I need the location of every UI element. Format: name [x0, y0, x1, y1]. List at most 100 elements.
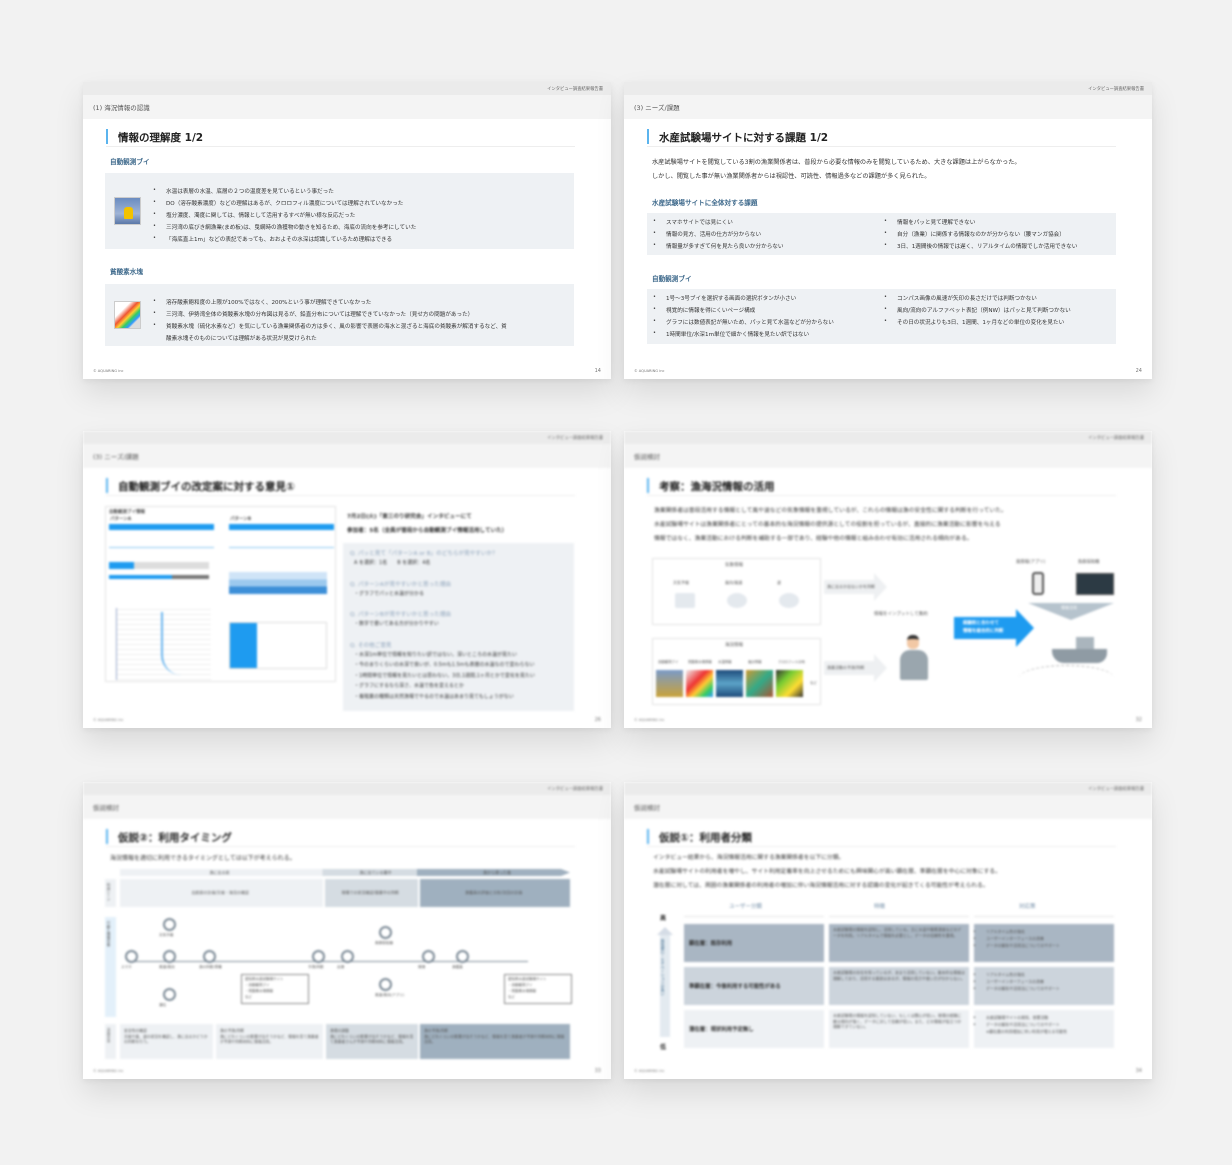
- feature-text: 水産試験場の存在を知っているが、あまり活用していない。基本的な情報は理解しており…: [833, 970, 965, 981]
- grey-arrow-body: [824, 580, 874, 594]
- slide-content: インタビュー調査結果報告書 仮説検討 考察：漁海況情報の活用 © AQUARING i…: [624, 431, 1152, 728]
- title-accent-bar: [647, 829, 649, 844]
- row-label-text: 行動と情報収集: [107, 921, 111, 947]
- mockup-tabs: [109, 562, 209, 569]
- row-label-text: 利用シーン: [107, 883, 111, 901]
- section-label: 仮説検討: [624, 795, 1152, 819]
- slide-thumbnail[interactable]: インタビュー調査結果報告書 (3) ニーズ/課題 自動観測ブイの改定案に対する意見①…: [83, 431, 611, 728]
- slide-content: インタビュー調査結果報告書 (3) ニーズ/課題 自動観測ブイの改定案に対する意見①…: [83, 431, 611, 728]
- slide-top-strip: [83, 82, 611, 95]
- document-header: インタビュー調査結果報告書: [547, 87, 603, 92]
- feature-text: 水産試験場の情報を認知していない、もしくは関心が低い。現場の経験に頼る傾向が強く…: [833, 1013, 962, 1029]
- measure-item: データの解析や活用法についてのサポート: [973, 986, 1060, 992]
- slide-title: 考察：漁海況情報の活用: [659, 481, 775, 493]
- flow-node-icon: [422, 950, 435, 963]
- flow-node-icon: [379, 926, 392, 939]
- copyright: © AQUARING inc: [634, 369, 665, 373]
- phone-icon: [1032, 572, 1044, 595]
- site-info-line: ・自動観測ブイ: [508, 983, 533, 987]
- blue-arrow-text: 情報を総合的に判断: [963, 629, 1004, 634]
- slide-thumbnail[interactable]: インタビュー調査結果報告書 (3) ニーズ/課題 水産試験場サイトに対する課題 1/…: [624, 82, 1152, 379]
- usage-box: 漁場の調整 漁にどれくらいの影響が出そうかなど、情報を見て漁業者さんが予測や判断材…: [326, 1024, 418, 1059]
- site-info-box: 愛知県水産試験場サイト ・自動観測ブイ ・貧酸素水塊情報 など: [241, 974, 309, 1004]
- title-divider: [106, 146, 575, 147]
- flow-label: 天気予報: [159, 933, 174, 937]
- mockup-header-bar: [109, 524, 214, 530]
- flow-node-icon: [163, 918, 176, 931]
- flow-label: 帰港: [418, 965, 426, 969]
- issue-item: 3日、1週間後の情報では遅く、リアルタイムの情報でしか活用できない: [884, 242, 1077, 250]
- document-header: インタビュー調査結果報告書: [1088, 787, 1144, 792]
- issue-item: コンパス画像の風速が矢印の長さだけでは判断つかない: [884, 294, 1037, 302]
- group-heading: 自動観測ブイ: [652, 275, 692, 283]
- group-heading: 自動観測ブイ: [110, 158, 150, 166]
- bullet-item: 三河湾の底びき網漁業(まめ板)は、曳網時の漁獲物の動きを知るため、海底の流向を参…: [153, 223, 416, 231]
- person-head: [907, 635, 919, 649]
- slide-thumbnail[interactable]: インタビュー調査結果報告書 仮説検討 考察：漁海況情報の活用 © AQUARING i…: [624, 431, 1152, 728]
- qa-box: [343, 543, 574, 711]
- issue-item: スマホサイトでは見にくい: [653, 218, 733, 226]
- interview-meta: 7月2日(火)「東三のり研究会」インタビューにて: [347, 514, 472, 520]
- blue-arrow-body: [954, 617, 1016, 639]
- slide-thumbnail[interactable]: インタビュー調査結果報告書 仮説検討 仮説①：利用者分類 © AQUARING inc…: [624, 782, 1152, 1079]
- pattern-b-grid: [229, 622, 327, 669]
- buoy-shape: [124, 207, 133, 219]
- usage-title: 漁場の調整: [330, 1028, 349, 1033]
- bullet-item: 酸素水塊そのものについては理解がある状況が見受けられた: [166, 336, 317, 342]
- question: Q. その他ご意見: [350, 642, 392, 649]
- slide-thumbnail[interactable]: インタビュー調査結果報告書 (1) 海況情報の認識 情報の理解度 1/2 © AQUA…: [83, 82, 611, 379]
- weather-item: 風向/風速: [725, 580, 743, 585]
- copyright: © AQUARING inc: [93, 369, 124, 373]
- flow-node-icon: [456, 950, 469, 963]
- phase-bar: [120, 869, 570, 876]
- ocean-thumbnail: [776, 670, 803, 697]
- slide-top-strip: [83, 782, 611, 795]
- intro-text: 水産試験場サイトを閲覧している3割の漁業関係者は、普段から必要な情報のみを閲覧し…: [652, 159, 1021, 166]
- answer: ・水深1m単位で情報を知りたい訳ではない。深いところの水温が見たい: [354, 651, 518, 658]
- phase-label: 漁から帰った後: [483, 870, 511, 875]
- answer: ・養殖業の種類は天然漁場でやるので水温はあまり見てもしょうがない: [354, 693, 514, 700]
- slide-top-strip: [624, 431, 1152, 444]
- feature-cell: 水産試験場の情報を認知していない、もしくは関心が低い。現場の経験に頼る傾向が強く…: [829, 1010, 969, 1048]
- row-label: 活用方法: [105, 1024, 116, 1059]
- answer: ・グラフにするなら深さ、水温で色を変えるとか: [354, 683, 464, 689]
- slide-content: インタビュー調査結果報告書 仮説検討 仮説①：利用者分類 © AQUARING inc…: [624, 782, 1152, 1079]
- slide-title: 情報の理解度 1/2: [118, 132, 204, 144]
- pattern-a-label: パターンA: [110, 517, 132, 522]
- device-label: 魚群探知機: [1078, 560, 1100, 565]
- axis-arrow-shaft: [660, 935, 670, 1037]
- slide-thumbnail[interactable]: インタビュー調査結果報告書 仮説検討 仮説②：利用タイミング © AQUARING i…: [83, 782, 611, 1079]
- flow-label: スマホ: [121, 965, 132, 969]
- flow-label: 漁獲高: [452, 965, 463, 969]
- answer: ・今のまりくらいの水深で良いが、0.5mも1.5mも表層の水温なので変わらない: [354, 662, 535, 668]
- boat-cabin: [1076, 637, 1094, 649]
- mockup-table-bar: [109, 575, 209, 579]
- usage-title: 漁の予測/判断: [424, 1028, 449, 1033]
- title-accent-bar: [647, 129, 649, 144]
- copyright: © AQUARING inc: [634, 1069, 665, 1073]
- ocean-item: クロロフィル分布: [778, 660, 806, 664]
- weather-icon: [727, 593, 747, 608]
- question: Q. パターンAが見やすいかと思った理由: [350, 581, 452, 588]
- copyright: © AQUARING inc: [93, 1069, 124, 1073]
- mockup-panel: 自動観測ブイ情報 パターンA パターンB: [105, 506, 336, 682]
- slide-content: インタビュー調査結果報告書 (1) 海況情報の認識 情報の理解度 1/2 © AQUA…: [83, 82, 611, 379]
- feature-cell: 水産試験場の存在を知っているが、あまり活用していない。基本的な情報は理解しており…: [829, 967, 969, 1005]
- answer: A を選択：1名 B を選択：4名: [354, 560, 431, 566]
- grey-arrow-head: [874, 654, 887, 682]
- ocean-item: 自動観測ブイ: [658, 660, 679, 664]
- page-number: 24: [1135, 368, 1142, 374]
- scene-box: [120, 879, 323, 907]
- intro-text: 海況情報を適切に利用できるタイミングとしては以下が考えられる。: [110, 855, 296, 862]
- segment-cell: 潜在層：現状利用予定無し: [684, 1010, 824, 1048]
- weather-item: 天気予報: [673, 580, 689, 585]
- section-label: 仮説検討: [624, 444, 1152, 468]
- bullet-item: 溶存酸素飽和度の上限が100%ではなく、200%という事が理解できていなかった: [153, 298, 371, 306]
- flow-node-icon: [341, 950, 354, 963]
- segment-label: 潜在層：現状利用予定無し: [689, 1027, 754, 1033]
- flow-label: 風速/風向: [159, 965, 175, 969]
- feature-text: 水産試験場の情報を認知し、活用している。主に水温や酸素濃度などのデータを利用。リ…: [833, 927, 962, 938]
- title-divider: [106, 846, 575, 847]
- slide-title: 自動観測ブイの改定案に対する意見①: [118, 481, 295, 493]
- bullet-item: DO（溶存酸素濃度）などの理解はあるが、クロロフィル濃度については理解されていな…: [153, 199, 403, 207]
